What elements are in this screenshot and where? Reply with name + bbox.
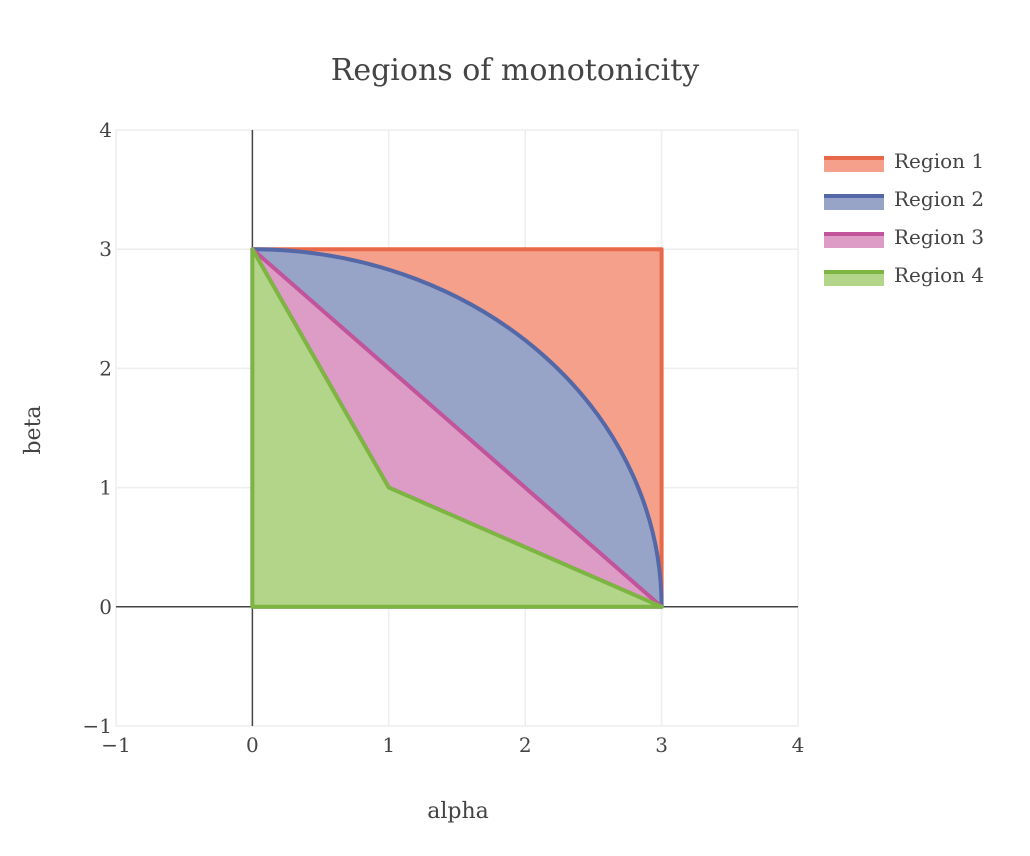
legend-item[interactable]: Region 4: [824, 263, 984, 287]
legend-label: Region 4: [894, 263, 984, 287]
y-tick-label: 0: [99, 595, 112, 619]
y-tick-labels: −1 0 1 2 3 4: [83, 118, 112, 738]
legend[interactable]: Region 1 Region 2 Region 3 Region 4: [824, 149, 984, 287]
legend-swatch: [824, 157, 884, 172]
legend-label: Region 2: [894, 187, 984, 211]
x-axis-title: alpha: [427, 799, 489, 824]
y-tick-label: 4: [99, 118, 112, 142]
y-axis-title: beta: [21, 405, 46, 454]
y-tick-label: −1: [83, 714, 112, 738]
region-4[interactable]: [250, 247, 664, 609]
x-tick-labels: −1 0 1 2 3 4: [101, 733, 804, 757]
legend-item[interactable]: Region 3: [824, 225, 984, 249]
y-tick-label: 3: [99, 237, 112, 261]
legend-swatch: [824, 195, 884, 210]
x-tick-label: −1: [101, 733, 130, 757]
y-tick-label: 1: [99, 476, 112, 500]
chart-title: Regions of monotonicity: [331, 53, 700, 88]
x-tick-label: 0: [246, 733, 259, 757]
x-tick-label: 2: [519, 733, 532, 757]
legend-label: Region 3: [894, 225, 984, 249]
x-tick-label: 3: [655, 733, 668, 757]
legend-item[interactable]: Region 2: [824, 187, 984, 211]
legend-swatch: [824, 233, 884, 248]
plot-regions: [250, 247, 664, 609]
legend-swatch: [824, 271, 884, 286]
legend-item[interactable]: Region 1: [824, 149, 984, 173]
x-tick-label: 1: [382, 733, 395, 757]
y-tick-label: 2: [99, 356, 112, 380]
x-tick-label: 4: [792, 733, 805, 757]
legend-label: Region 1: [894, 149, 984, 173]
